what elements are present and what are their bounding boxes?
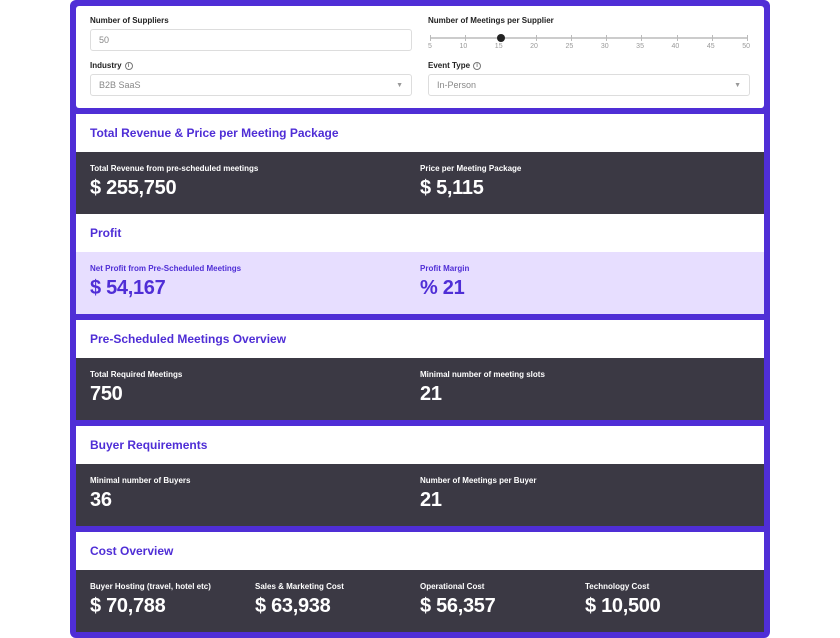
buyers-title: Buyer Requirements: [76, 426, 764, 464]
total-meetings-value: 750: [90, 383, 420, 406]
chevron-down-icon: ▼: [734, 82, 741, 89]
metric-label: Net Profit from Pre-Scheduled Meetings: [90, 264, 420, 273]
event-type-label: Event Type i: [428, 61, 750, 70]
profit-title: Profit: [76, 214, 764, 252]
metric-label: Technology Cost: [585, 582, 750, 591]
event-type-select[interactable]: In-Person ▼: [428, 74, 750, 96]
metric-label: Operational Cost: [420, 582, 585, 591]
revenue-card: Total Revenue & Price per Meeting Packag…: [76, 114, 764, 314]
metric-label: Profit Margin: [420, 264, 750, 273]
meetings-per-supplier-label: Number of Meetings per Supplier: [428, 16, 750, 25]
min-slots-value: 21: [420, 383, 750, 406]
metric-label: Minimal number of Buyers: [90, 476, 420, 485]
overview-title: Pre-Scheduled Meetings Overview: [76, 320, 764, 358]
suppliers-input[interactable]: [90, 29, 412, 51]
revenue-title: Total Revenue & Price per Meeting Packag…: [76, 114, 764, 152]
metric-label: Price per Meeting Package: [420, 164, 750, 173]
metric-label: Buyer Hosting (travel, hotel etc): [90, 582, 255, 591]
technology-cost-value: $ 10,500: [585, 595, 750, 618]
overview-card: Pre-Scheduled Meetings Overview Total Re…: [76, 320, 764, 420]
total-revenue-value: $ 255,750: [90, 177, 420, 200]
metric-label: Total Required Meetings: [90, 370, 420, 379]
metric-label: Minimal number of meeting slots: [420, 370, 750, 379]
calculator-container: Number of Suppliers Number of Meetings p…: [70, 0, 770, 638]
meetings-slider[interactable]: 5 10 15 20 25 30 35 40 45 50: [428, 29, 750, 50]
slider-thumb[interactable]: [497, 34, 505, 42]
chevron-down-icon: ▼: [396, 82, 403, 89]
profit-margin-value: % 21: [420, 277, 750, 300]
meetings-per-buyer-value: 21: [420, 489, 750, 512]
net-profit-value: $ 54,167: [90, 277, 420, 300]
costs-card: Cost Overview Buyer Hosting (travel, hot…: [76, 532, 764, 632]
metric-label: Sales & Marketing Cost: [255, 582, 420, 591]
info-icon[interactable]: i: [125, 62, 133, 70]
info-icon[interactable]: i: [473, 62, 481, 70]
slider-tick-labels: 5 10 15 20 25 30 35 40 45 50: [428, 43, 750, 50]
min-buyers-value: 36: [90, 489, 420, 512]
hosting-cost-value: $ 70,788: [90, 595, 255, 618]
operational-cost-value: $ 56,357: [420, 595, 585, 618]
industry-label: Industry i: [90, 61, 412, 70]
metric-label: Total Revenue from pre-scheduled meeting…: [90, 164, 420, 173]
price-per-package-value: $ 5,115: [420, 177, 750, 200]
costs-title: Cost Overview: [76, 532, 764, 570]
sales-cost-value: $ 63,938: [255, 595, 420, 618]
input-form-card: Number of Suppliers Number of Meetings p…: [76, 6, 764, 108]
suppliers-label: Number of Suppliers: [90, 16, 412, 25]
industry-select[interactable]: B2B SaaS ▼: [90, 74, 412, 96]
buyers-card: Buyer Requirements Minimal number of Buy…: [76, 426, 764, 526]
metric-label: Number of Meetings per Buyer: [420, 476, 750, 485]
